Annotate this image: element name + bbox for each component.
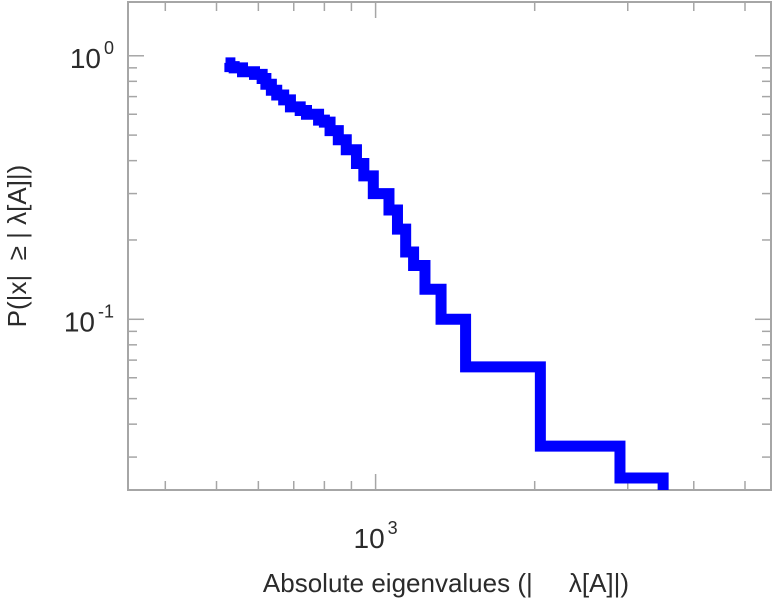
tick-labels: 10 0 10 -1 10 3 bbox=[64, 38, 398, 554]
x-axis-title: Absolute eigenvalues (| λ[A]|) bbox=[263, 568, 629, 598]
x-tick-label: 10 3 bbox=[354, 518, 398, 554]
axis-ticks bbox=[128, 2, 771, 490]
y-axis-title: P(|x| ≥ | λ[A]|) bbox=[2, 165, 32, 328]
series-line bbox=[224, 57, 669, 490]
plot-frame bbox=[127, 1, 772, 491]
y-tick-label: 10 -1 bbox=[64, 301, 114, 337]
y-tick-label: 10 0 bbox=[70, 38, 114, 74]
